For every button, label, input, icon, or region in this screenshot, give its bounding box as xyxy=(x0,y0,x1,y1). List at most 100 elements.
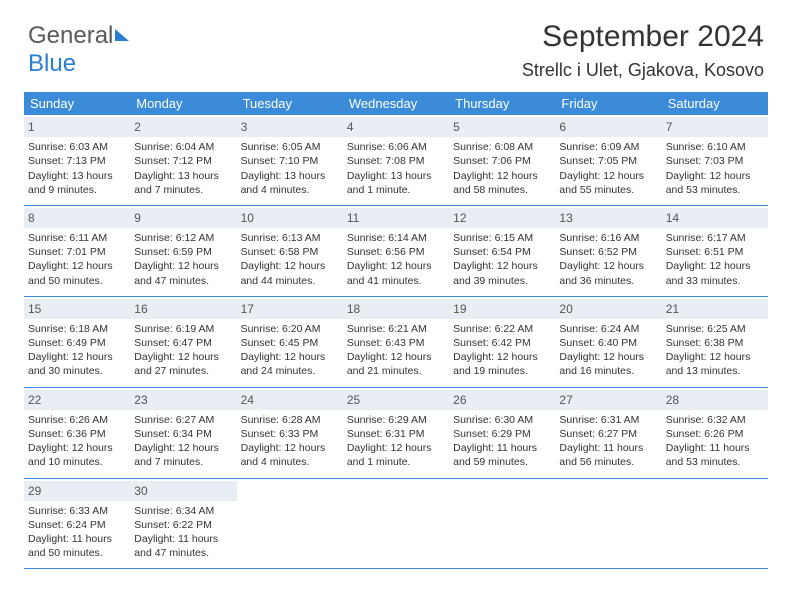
sunset-text: Sunset: 7:13 PM xyxy=(28,154,124,168)
day-cell: 21Sunrise: 6:25 AMSunset: 6:38 PMDayligh… xyxy=(662,297,768,387)
location-text: Strellc i Ulet, Gjakova, Kosovo xyxy=(522,60,764,81)
sunrise-text: Sunrise: 6:18 AM xyxy=(28,322,124,336)
sunset-text: Sunset: 6:43 PM xyxy=(347,336,443,350)
daylight-text: Daylight: 12 hours and 24 minutes. xyxy=(241,350,337,378)
day-cell: 29Sunrise: 6:33 AMSunset: 6:24 PMDayligh… xyxy=(24,479,130,569)
day-cell: 7Sunrise: 6:10 AMSunset: 7:03 PMDaylight… xyxy=(662,115,768,205)
page-title: September 2024 xyxy=(542,20,764,54)
sunrise-text: Sunrise: 6:22 AM xyxy=(453,322,549,336)
day-header-row: Sunday Monday Tuesday Wednesday Thursday… xyxy=(24,92,768,115)
week-row: 8Sunrise: 6:11 AMSunset: 7:01 PMDaylight… xyxy=(24,206,768,297)
day-cell: 23Sunrise: 6:27 AMSunset: 6:34 PMDayligh… xyxy=(130,388,236,478)
sunset-text: Sunset: 7:06 PM xyxy=(453,154,549,168)
daylight-text: Daylight: 12 hours and 53 minutes. xyxy=(666,169,762,197)
sunset-text: Sunset: 6:34 PM xyxy=(134,427,230,441)
sunset-text: Sunset: 6:27 PM xyxy=(559,427,655,441)
day-cell: 25Sunrise: 6:29 AMSunset: 6:31 PMDayligh… xyxy=(343,388,449,478)
sunrise-text: Sunrise: 6:09 AM xyxy=(559,140,655,154)
logo-text-blue: Blue xyxy=(28,50,76,77)
day-cell: 6Sunrise: 6:09 AMSunset: 7:05 PMDaylight… xyxy=(555,115,661,205)
day-cell: 24Sunrise: 6:28 AMSunset: 6:33 PMDayligh… xyxy=(237,388,343,478)
sunrise-text: Sunrise: 6:24 AM xyxy=(559,322,655,336)
day-number: 5 xyxy=(449,117,555,137)
day-cell: 12Sunrise: 6:15 AMSunset: 6:54 PMDayligh… xyxy=(449,206,555,296)
day-number: 26 xyxy=(449,390,555,410)
sunrise-text: Sunrise: 6:06 AM xyxy=(347,140,443,154)
sunrise-text: Sunrise: 6:31 AM xyxy=(559,413,655,427)
day-number: 27 xyxy=(555,390,661,410)
sunset-text: Sunset: 7:05 PM xyxy=(559,154,655,168)
sunset-text: Sunset: 7:03 PM xyxy=(666,154,762,168)
daylight-text: Daylight: 12 hours and 50 minutes. xyxy=(28,259,124,287)
day-number: 8 xyxy=(24,208,130,228)
sunrise-text: Sunrise: 6:08 AM xyxy=(453,140,549,154)
daylight-text: Daylight: 12 hours and 36 minutes. xyxy=(559,259,655,287)
day-number: 16 xyxy=(130,299,236,319)
sunrise-text: Sunrise: 6:29 AM xyxy=(347,413,443,427)
day-header: Saturday xyxy=(662,92,768,115)
day-number: 13 xyxy=(555,208,661,228)
day-number: 1 xyxy=(24,117,130,137)
day-cell: 2Sunrise: 6:04 AMSunset: 7:12 PMDaylight… xyxy=(130,115,236,205)
day-cell xyxy=(343,479,449,569)
day-cell xyxy=(662,479,768,569)
sunset-text: Sunset: 6:24 PM xyxy=(28,518,124,532)
sunset-text: Sunset: 6:47 PM xyxy=(134,336,230,350)
daylight-text: Daylight: 12 hours and 19 minutes. xyxy=(453,350,549,378)
day-number: 15 xyxy=(24,299,130,319)
sunrise-text: Sunrise: 6:33 AM xyxy=(28,504,124,518)
week-row: 1Sunrise: 6:03 AMSunset: 7:13 PMDaylight… xyxy=(24,115,768,206)
daylight-text: Daylight: 12 hours and 27 minutes. xyxy=(134,350,230,378)
daylight-text: Daylight: 11 hours and 47 minutes. xyxy=(134,532,230,560)
daylight-text: Daylight: 12 hours and 16 minutes. xyxy=(559,350,655,378)
daylight-text: Daylight: 12 hours and 39 minutes. xyxy=(453,259,549,287)
sunrise-text: Sunrise: 6:04 AM xyxy=(134,140,230,154)
day-number: 21 xyxy=(662,299,768,319)
day-number: 22 xyxy=(24,390,130,410)
day-cell: 11Sunrise: 6:14 AMSunset: 6:56 PMDayligh… xyxy=(343,206,449,296)
day-number: 18 xyxy=(343,299,449,319)
sunrise-text: Sunrise: 6:34 AM xyxy=(134,504,230,518)
daylight-text: Daylight: 11 hours and 56 minutes. xyxy=(559,441,655,469)
day-cell: 10Sunrise: 6:13 AMSunset: 6:58 PMDayligh… xyxy=(237,206,343,296)
daylight-text: Daylight: 13 hours and 4 minutes. xyxy=(241,169,337,197)
daylight-text: Daylight: 13 hours and 1 minute. xyxy=(347,169,443,197)
day-number: 10 xyxy=(237,208,343,228)
day-header: Tuesday xyxy=(237,92,343,115)
logo: General Blue xyxy=(28,22,129,78)
day-cell: 30Sunrise: 6:34 AMSunset: 6:22 PMDayligh… xyxy=(130,479,236,569)
daylight-text: Daylight: 12 hours and 33 minutes. xyxy=(666,259,762,287)
sunrise-text: Sunrise: 6:30 AM xyxy=(453,413,549,427)
sunset-text: Sunset: 6:36 PM xyxy=(28,427,124,441)
daylight-text: Daylight: 12 hours and 30 minutes. xyxy=(28,350,124,378)
week-row: 29Sunrise: 6:33 AMSunset: 6:24 PMDayligh… xyxy=(24,479,768,570)
day-cell: 8 Sunrise: 6:11 AMSunset: 7:01 PMDaylight… xyxy=(24,206,130,296)
sunset-text: Sunset: 7:01 PM xyxy=(28,245,124,259)
day-number: 3 xyxy=(237,117,343,137)
sunset-text: Sunset: 6:31 PM xyxy=(347,427,443,441)
sunset-text: Sunset: 6:38 PM xyxy=(666,336,762,350)
daylight-text: Daylight: 13 hours and 9 minutes. xyxy=(28,169,124,197)
day-cell: 20Sunrise: 6:24 AMSunset: 6:40 PMDayligh… xyxy=(555,297,661,387)
day-cell: 3Sunrise: 6:05 AMSunset: 7:10 PMDaylight… xyxy=(237,115,343,205)
daylight-text: Daylight: 12 hours and 7 minutes. xyxy=(134,441,230,469)
day-cell: 17Sunrise: 6:20 AMSunset: 6:45 PMDayligh… xyxy=(237,297,343,387)
daylight-text: Daylight: 11 hours and 53 minutes. xyxy=(666,441,762,469)
daylight-text: Daylight: 12 hours and 44 minutes. xyxy=(241,259,337,287)
day-cell: 4Sunrise: 6:06 AMSunset: 7:08 PMDaylight… xyxy=(343,115,449,205)
sunrise-text: Sunrise: 6:11 AM xyxy=(28,231,124,245)
sunrise-text: Sunrise: 6:12 AM xyxy=(134,231,230,245)
day-cell: 18Sunrise: 6:21 AMSunset: 6:43 PMDayligh… xyxy=(343,297,449,387)
day-number: 20 xyxy=(555,299,661,319)
sunrise-text: Sunrise: 6:13 AM xyxy=(241,231,337,245)
day-cell: 5Sunrise: 6:08 AMSunset: 7:06 PMDaylight… xyxy=(449,115,555,205)
sunrise-text: Sunrise: 6:14 AM xyxy=(347,231,443,245)
sunset-text: Sunset: 6:42 PM xyxy=(453,336,549,350)
day-number: 12 xyxy=(449,208,555,228)
day-cell: 9Sunrise: 6:12 AMSunset: 6:59 PMDaylight… xyxy=(130,206,236,296)
day-cell: 15Sunrise: 6:18 AMSunset: 6:49 PMDayligh… xyxy=(24,297,130,387)
day-cell: 28Sunrise: 6:32 AMSunset: 6:26 PMDayligh… xyxy=(662,388,768,478)
daylight-text: Daylight: 12 hours and 13 minutes. xyxy=(666,350,762,378)
day-cell: 1Sunrise: 6:03 AMSunset: 7:13 PMDaylight… xyxy=(24,115,130,205)
day-header: Wednesday xyxy=(343,92,449,115)
